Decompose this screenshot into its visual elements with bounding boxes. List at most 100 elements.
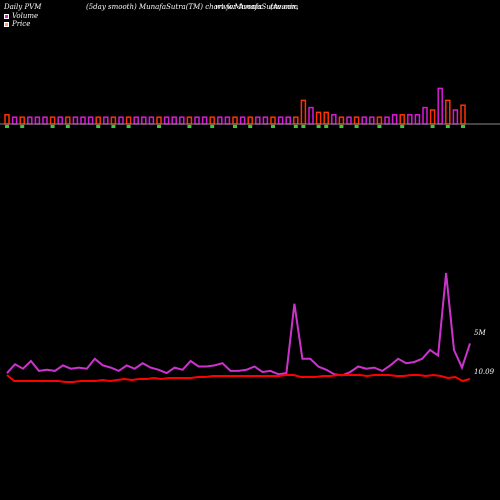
- volume-right-label: 5M: [474, 329, 486, 337]
- volume-bar-down-marker: [354, 125, 359, 128]
- legend-volume-swatch: [4, 13, 9, 19]
- volume-bar: [103, 116, 109, 125]
- volume-bar: [87, 116, 94, 125]
- volume-line: [6, 272, 471, 377]
- volume-bar-down-marker: [111, 125, 116, 128]
- volume-bar: [346, 116, 352, 125]
- volume-bar: [148, 116, 155, 125]
- volume-bar: [95, 116, 101, 125]
- volume-bar: [186, 116, 193, 125]
- volume-bar-down-marker: [430, 125, 435, 128]
- volume-bar: [285, 116, 291, 125]
- volume-bar-down-marker: [20, 125, 25, 128]
- volume-bar: [11, 116, 18, 125]
- volume-bar: [255, 116, 261, 125]
- volume-bar: [232, 116, 238, 125]
- price-line: [6, 373, 471, 383]
- volume-bar-down-marker: [339, 125, 344, 128]
- volume-bar: [437, 87, 443, 125]
- volume-bar: [460, 104, 466, 125]
- volume-bar-down-marker: [50, 125, 55, 128]
- volume-bar-down-marker: [271, 125, 275, 128]
- volume-bar-down-marker: [157, 125, 161, 128]
- volume-bar-down-marker: [233, 125, 237, 128]
- volume-bar: [308, 106, 314, 125]
- volume-bar: [171, 116, 177, 125]
- chart-title-left: Daily PVM: [4, 3, 42, 11]
- volume-bar: [125, 116, 132, 125]
- volume-bar: [217, 116, 223, 125]
- volume-bar: [361, 116, 367, 125]
- volume-bar: [49, 116, 56, 125]
- volume-bar-down-marker: [5, 125, 9, 128]
- volume-bar: [209, 116, 215, 125]
- chart-title-center: (5day smooth) MunafaSutra(TM) chart for …: [86, 3, 263, 11]
- volume-bar: [194, 116, 200, 125]
- volume-bar: [369, 116, 375, 125]
- volume-bar-down-marker: [461, 125, 465, 128]
- volume-bar: [118, 116, 124, 125]
- volume-bar: [201, 116, 208, 125]
- volume-bar: [338, 116, 345, 125]
- volume-bar-down-marker: [293, 125, 298, 128]
- volume-bar: [331, 114, 337, 125]
- legend-price-swatch: [4, 21, 9, 27]
- volume-bar: [247, 116, 253, 125]
- volume-bar-down-marker: [210, 125, 215, 128]
- volume-bar: [4, 114, 10, 125]
- volume-bar-down-marker: [96, 125, 101, 128]
- volume-bar: [300, 99, 307, 125]
- volume-bar: [293, 116, 299, 125]
- volume-bar: [376, 116, 383, 125]
- volume-bar-down-marker: [445, 125, 450, 128]
- volume-bar: [141, 116, 147, 125]
- volume-bar-down-marker: [126, 125, 131, 128]
- volume-bar: [399, 114, 405, 125]
- volume-bar: [65, 116, 71, 125]
- volume-bar: [445, 99, 451, 125]
- legend-volume-label: Volume: [12, 12, 39, 20]
- volume-bar: [179, 116, 185, 125]
- volume-bar: [80, 116, 86, 125]
- volume-bar: [414, 114, 421, 125]
- volume-bar: [429, 109, 436, 125]
- site-label: www.MunafaSutra.com: [215, 3, 299, 11]
- volume-bar-down-marker: [324, 125, 329, 128]
- volume-bar: [19, 116, 25, 125]
- legend-price-label: Price: [12, 20, 31, 28]
- volume-bar: [27, 116, 33, 125]
- volume-bar: [323, 111, 329, 125]
- price-right-label: 10.09: [474, 368, 495, 376]
- volume-bar-down-marker: [248, 125, 253, 128]
- chart-title-right: (Avonix,: [270, 3, 299, 11]
- volume-bar: [407, 114, 413, 125]
- volume-bar: [452, 109, 459, 125]
- volume-bar: [277, 116, 284, 125]
- volume-bar: [262, 116, 269, 125]
- volume-bar: [353, 116, 360, 125]
- volume-bar-down-marker: [301, 125, 306, 128]
- volume-bar: [72, 116, 79, 125]
- legend-volume: Volume: [4, 12, 38, 20]
- volume-bar-down-marker: [316, 125, 321, 128]
- volume-bar: [163, 116, 170, 125]
- volume-bar: [224, 116, 231, 125]
- volume-bar: [384, 116, 390, 125]
- volume-bar-down-marker: [65, 125, 70, 128]
- volume-bar: [133, 116, 139, 125]
- volume-bar: [315, 111, 322, 125]
- volume-bar-down-marker: [187, 125, 192, 128]
- volume-bar: [42, 116, 48, 125]
- volume-bar: [239, 116, 246, 125]
- volume-bars: [4, 87, 466, 128]
- volume-bar-down-marker: [400, 125, 405, 128]
- volume-bar: [391, 114, 398, 125]
- volume-bar: [57, 116, 63, 125]
- volume-bar: [110, 116, 117, 125]
- volume-bar: [270, 116, 276, 125]
- volume-bar: [422, 106, 428, 125]
- volume-bar-down-marker: [377, 125, 382, 128]
- volume-bar: [34, 116, 41, 125]
- volume-bar: [156, 116, 162, 125]
